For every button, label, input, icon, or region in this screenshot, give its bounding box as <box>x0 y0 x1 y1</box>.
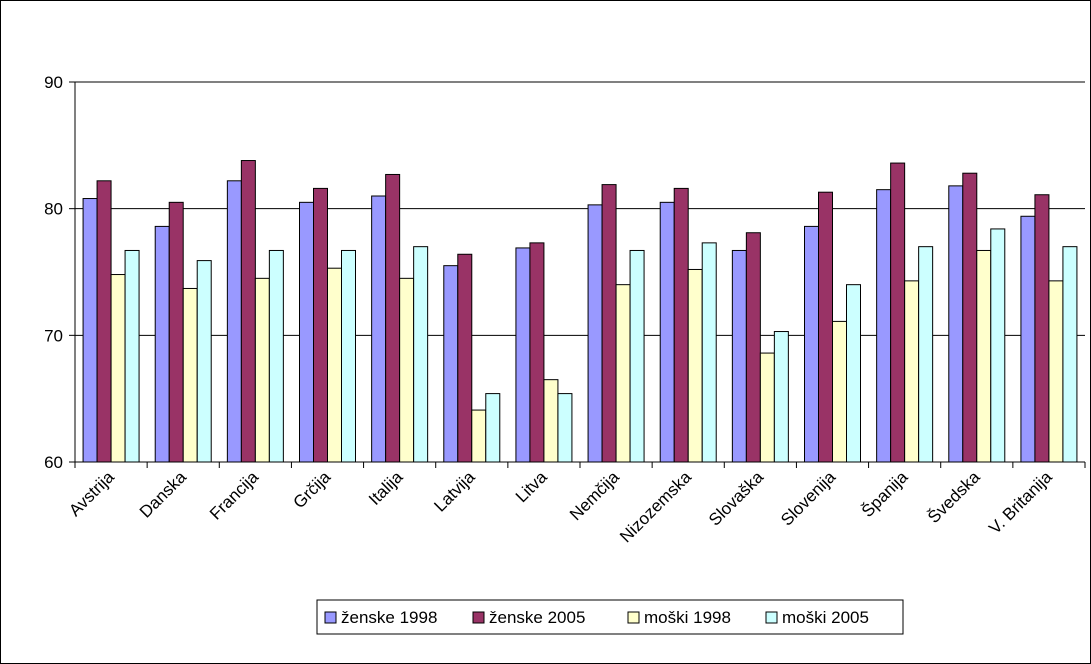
bar <box>168 201 184 463</box>
bar <box>773 331 789 463</box>
bar <box>587 204 603 463</box>
x-category-label: Francija <box>206 467 263 524</box>
bar <box>110 274 126 463</box>
bar <box>399 277 415 463</box>
bar <box>890 162 906 463</box>
bar <box>962 172 978 463</box>
bar <box>1062 246 1078 463</box>
bar <box>543 379 559 463</box>
x-category-label: Avstrija <box>65 467 118 520</box>
bar <box>601 184 617 463</box>
legend-swatch <box>324 611 337 624</box>
bar <box>904 280 920 463</box>
bar <box>485 393 501 463</box>
x-category-label: Nemčija <box>566 467 623 524</box>
bar <box>745 232 761 463</box>
bar <box>471 409 487 463</box>
bar <box>313 187 328 463</box>
x-category-label: Nizozemska <box>616 467 695 546</box>
bar <box>385 173 401 463</box>
bar <box>731 249 747 463</box>
bar <box>226 180 242 463</box>
x-category-label: Slovenija <box>777 467 840 530</box>
bar <box>529 242 545 463</box>
bar <box>804 225 819 463</box>
bar <box>759 352 775 463</box>
bar <box>154 225 170 463</box>
bar <box>82 198 98 463</box>
bar <box>413 246 429 463</box>
bar <box>196 260 212 463</box>
x-category-label: Grčija <box>289 467 334 512</box>
y-tick-label: 80 <box>44 200 63 219</box>
legend-label: ženske 2005 <box>489 608 585 627</box>
bar <box>443 265 459 463</box>
bar <box>990 228 1006 463</box>
y-tick-label: 70 <box>44 326 63 345</box>
bar <box>918 246 934 463</box>
bar <box>557 393 573 463</box>
legend-swatch <box>472 611 485 624</box>
bar <box>687 268 703 463</box>
bar <box>629 249 645 463</box>
bar <box>371 195 387 463</box>
legend-box <box>316 599 904 635</box>
legend-label: moški 2005 <box>782 608 869 627</box>
bar <box>96 180 112 463</box>
legend-label: moški 1998 <box>644 608 731 627</box>
bar <box>876 189 892 463</box>
x-category-label: V. Britanija <box>985 467 1056 538</box>
bar <box>268 249 284 463</box>
x-category-label: Italija <box>365 467 407 509</box>
bar <box>615 284 631 463</box>
x-category-label: Slovaška <box>705 467 768 530</box>
x-category-label: Latvija <box>430 467 479 516</box>
y-tick-label: 90 <box>44 73 63 92</box>
legend-swatch <box>627 611 640 624</box>
bar <box>240 160 256 463</box>
legend-swatch <box>765 611 778 624</box>
x-category-label: Danska <box>136 467 191 522</box>
bar <box>327 267 342 463</box>
bar <box>818 191 833 463</box>
bar <box>832 320 847 463</box>
bar <box>299 201 314 463</box>
y-tick-label: 60 <box>44 453 63 472</box>
x-category-label: Litva <box>512 467 551 506</box>
bar <box>948 185 964 463</box>
plot-area <box>75 82 1085 462</box>
bar <box>659 201 675 463</box>
bar <box>701 242 717 463</box>
bar <box>1034 194 1050 463</box>
bar <box>124 249 140 463</box>
bar <box>846 284 861 463</box>
x-category-label: Španija <box>858 467 912 521</box>
bar <box>254 277 270 463</box>
bar <box>515 247 531 463</box>
bar <box>1020 215 1036 463</box>
bar <box>673 187 689 463</box>
bar <box>182 287 198 463</box>
bar <box>976 249 992 463</box>
bar <box>457 253 473 463</box>
bar <box>341 249 356 463</box>
legend-label: ženske 1998 <box>341 608 437 627</box>
bar <box>1048 280 1064 463</box>
x-category-label: Švedska <box>924 467 984 527</box>
